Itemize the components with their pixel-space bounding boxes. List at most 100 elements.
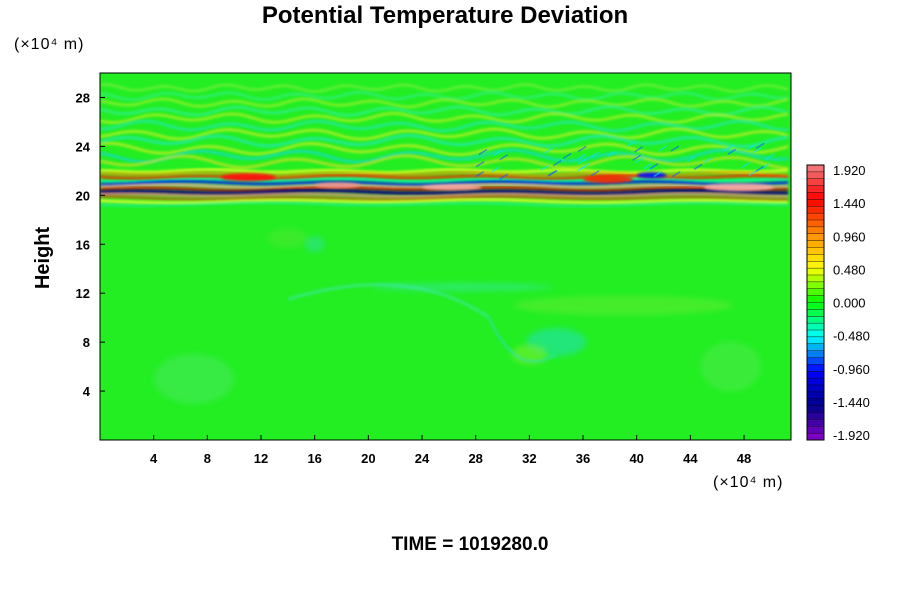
x-tick-label: 20 <box>361 451 375 466</box>
x-tick-label: 32 <box>522 451 536 466</box>
band-patch <box>220 173 276 182</box>
colorbar-segment <box>806 309 825 317</box>
band-stripe <box>100 177 789 183</box>
band-stripe <box>100 201 788 207</box>
band-patch <box>636 172 667 179</box>
field-blob <box>700 341 761 392</box>
ripple <box>765 153 775 161</box>
colorbar-segment <box>806 405 825 414</box>
upper-wave <box>100 90 789 102</box>
colorbar-segment <box>806 377 825 386</box>
ripple <box>741 161 751 168</box>
ripple <box>686 156 696 163</box>
upper-wave <box>100 148 789 164</box>
ripple <box>727 148 737 155</box>
ripple <box>499 154 509 161</box>
y-tick-label: 8 <box>83 335 90 350</box>
ripple <box>753 146 762 154</box>
band-stripe <box>100 198 789 205</box>
ripple <box>658 145 668 152</box>
colorbar-segment <box>806 219 825 228</box>
colorbar-segment <box>806 226 825 235</box>
ripple <box>670 145 680 152</box>
ripple <box>562 152 572 159</box>
arc-feature <box>487 317 557 363</box>
ripple <box>746 144 755 151</box>
colorbar-segment <box>806 316 825 324</box>
x-axis-unit: (×10⁴ m) <box>713 474 783 491</box>
band-stripe <box>100 180 789 187</box>
ripple <box>634 146 643 153</box>
colorbar-segment <box>806 302 825 310</box>
ripple <box>491 166 501 173</box>
x-tick-label: 4 <box>150 451 158 466</box>
ripple <box>634 157 644 164</box>
colorbar-segment <box>806 261 825 269</box>
ripple <box>548 169 558 176</box>
ripple <box>671 171 681 178</box>
band-stripe <box>100 171 789 178</box>
upper-wave <box>100 134 789 148</box>
colorbar-segment <box>806 233 825 242</box>
x-tick-label: 16 <box>307 451 321 466</box>
colorbar-segment <box>806 426 825 434</box>
colorbar-tick-label: -1.920 <box>833 428 870 443</box>
band-patch <box>422 184 483 191</box>
chart-title: Potential Temperature Deviation <box>262 2 628 29</box>
colorbar-tick-label: 0.000 <box>833 296 866 311</box>
ripple <box>544 147 553 154</box>
x-tick-label: 28 <box>468 451 482 466</box>
y-axis-label: Height <box>32 227 54 290</box>
time-label: TIME = 1019280.0 <box>392 534 549 555</box>
x-tick-label: 44 <box>683 451 698 466</box>
x-tick-label: 12 <box>254 451 268 466</box>
x-tick-label: 40 <box>629 451 643 466</box>
heatmap-plot <box>100 73 791 440</box>
colorbar-frame <box>806 164 825 441</box>
field-blob <box>267 228 308 249</box>
colorbar-segment <box>806 357 825 365</box>
ripple <box>642 163 652 170</box>
ripple <box>632 154 642 161</box>
colorbar-segment <box>806 384 825 393</box>
upper-wave <box>100 127 789 141</box>
colorbar-segment <box>806 206 825 214</box>
y-axis: 4 8 12 16 20 24 28 <box>76 90 105 399</box>
colorbar-segment <box>806 295 825 304</box>
colorbar-segment <box>806 371 825 379</box>
ripple <box>590 151 599 159</box>
ripple <box>552 160 562 167</box>
colorbar-segment <box>806 336 825 345</box>
colorbar-segment <box>806 199 825 207</box>
ripple <box>577 153 587 160</box>
colorbar-segment <box>806 164 825 173</box>
colorbar-segment <box>806 412 825 420</box>
field-blob <box>304 236 325 253</box>
plot-frame <box>99 72 792 441</box>
ripple <box>755 165 765 173</box>
band-stripe <box>100 192 789 199</box>
ripple <box>499 173 509 180</box>
y-tick-label: 28 <box>76 90 90 105</box>
colorbar-tick-label: 1.920 <box>833 163 866 178</box>
colorbar-tick-label: -0.960 <box>833 362 870 377</box>
band-stripe <box>100 168 789 175</box>
colorbar-segment <box>806 178 825 187</box>
colorbar-segment <box>806 247 825 255</box>
colorbar-segment <box>806 288 825 297</box>
ripple <box>493 149 503 157</box>
ripple <box>755 142 765 149</box>
ripple <box>590 170 600 177</box>
ripple <box>478 148 488 156</box>
colorbar-tick-label: 1.440 <box>833 196 866 211</box>
upper-wave <box>100 154 789 170</box>
colorbar-tick-label: -1.440 <box>833 395 870 410</box>
band-patch <box>583 175 634 184</box>
colorbar-segment <box>806 171 825 180</box>
colorbar-segment <box>806 419 825 427</box>
ripple <box>748 169 758 177</box>
x-axis: 4 8 12 16 20 24 28 32 36 40 44 48 <box>150 435 751 466</box>
colorbar-segment <box>806 432 825 441</box>
y-tick-label: 4 <box>83 384 91 399</box>
